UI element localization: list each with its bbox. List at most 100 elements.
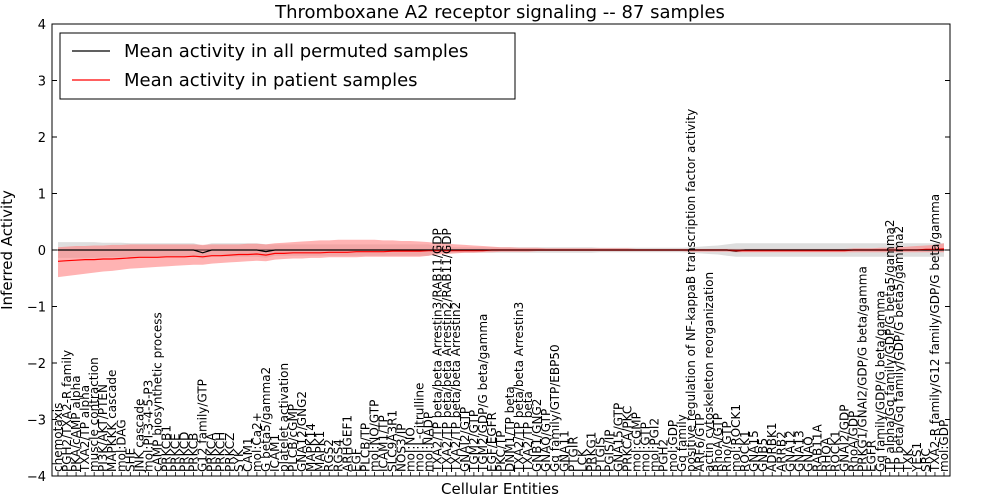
x-tick-label: TXA2/TP beta/beta Arrestin3 [512, 302, 526, 473]
x-tick-label: NOS3/IP [395, 424, 409, 473]
legend: Mean activity in all permuted samples Me… [59, 32, 516, 100]
x-tick-label: PLCB/TP [358, 423, 372, 472]
x-tick-label: CAM1 [241, 437, 255, 472]
x-tick-label: PKC/TP [494, 431, 508, 472]
chart-title: Thromboxane A2 receptor signaling -- 87 … [274, 2, 725, 23]
band-patient [58, 239, 944, 278]
x-tick-label: YES1 [910, 442, 924, 473]
x-tick-label: PRKCZ [223, 433, 237, 472]
x-tick-label: RhoA/GTP [711, 413, 725, 472]
x-tick-label: ARF6/GTP [693, 413, 707, 472]
x-tick-label: GNA15 [747, 430, 761, 472]
x-tick-label: Gq family/GDP/G beta/gamma [874, 290, 888, 472]
x-tick-label: TXA2/TP beta/beta Arrestin2 [449, 302, 463, 473]
x-tick-label: LCK [575, 448, 589, 472]
x-tick-label: mol:cGMP [630, 412, 644, 472]
x-tick-label: PRKCB1 [159, 425, 173, 472]
x-tick-label: PGIS/IP [602, 429, 616, 472]
x-tick-label: mol:NO/GTP [367, 400, 381, 472]
x-tick-label: TXK [901, 447, 915, 473]
x-tick-label: G beta5/gamma2 [259, 367, 273, 472]
y-tick-label: 3 [38, 75, 46, 90]
x-tick-label: chemotaxis [51, 403, 65, 472]
x-tick-label: GNAQ/GTP [539, 409, 553, 472]
x-tick-label: PRKCD [178, 432, 192, 472]
x-tick-label: Gq family/GTP/EBP50 [548, 344, 562, 472]
x-tick-label: RGS2 [322, 439, 336, 472]
x-tick-label: G12 family/GTP [196, 379, 210, 472]
x-tick-label: PGH2/TXA2-R family [60, 350, 74, 472]
x-tick-label: ROCK1 [738, 430, 752, 472]
x-tick-label: mol:NADP [422, 412, 436, 472]
x-tick-label: mol:PI-3-4-5-P3 [141, 380, 155, 472]
x-tick-label: GNA12 [783, 430, 797, 472]
x-tick-label: SLC9A3R1 [386, 410, 400, 472]
x-tick-label: actin cytoskeleton reorganization [702, 272, 716, 472]
x-tick-label: PRKCH [214, 432, 228, 472]
x-tick-label: mol:Ca2+ [250, 412, 264, 472]
x-tick-label: positive regulation of NF-kappaB transcr… [684, 109, 698, 472]
x-tick-label: TP beta/Gq family/GDP/G beta5/gamma2 [892, 226, 906, 473]
y-tick-label: −3 [27, 414, 46, 429]
x-tick-label: TGM2/GTP [467, 410, 481, 473]
x-tick-label: mol:PGI2 [648, 418, 662, 472]
x-tick-label: PRKG1/GNAI2/GDP/G beta/gamma [856, 266, 870, 472]
x-tick-label: mol:L-citrulline [413, 383, 427, 472]
x-tick-label: TP alpha/Gq family/GDP/G beta5/gamma2 [883, 219, 897, 473]
x-tick-label: PRKG1 [584, 432, 598, 472]
x-tick-label: mol:ROCK1 [729, 404, 743, 472]
x-tick-label: PRKCA [205, 432, 219, 472]
x-tick-label: mol:DAG [114, 419, 128, 472]
y-tick-label: −2 [27, 357, 46, 372]
x-tick-label: MAPK14 [304, 423, 318, 472]
x-tick-label: ICAM1/TP [376, 415, 390, 472]
x-tick-label: ADRBK1 [765, 422, 779, 472]
x-tick-label: GNA13 [792, 430, 806, 472]
x-tick-label: cAMP biosynthetic process [150, 312, 164, 472]
x-tick-label: DNM1/TP beta [503, 386, 517, 472]
x-tick-label: TXA2/TP beta [521, 391, 535, 473]
x-tick-label: PKA/cAMP alpha [69, 375, 83, 472]
x-tick-label: ARHGEF1 [340, 415, 354, 472]
x-tick-label: PTGIR [566, 436, 580, 472]
x-tick-label: PRKCE [169, 433, 183, 472]
x-tick-label: EGF [349, 448, 363, 472]
x-tick-label: EGF/EGFR [485, 412, 499, 472]
y-tick-label: −1 [27, 301, 46, 316]
x-tick-label: TXA2/TP beta/beta Arrestin3/RAB11/GDP [431, 228, 445, 473]
x-tick-label: PLCB/cGMP [286, 404, 300, 472]
y-tick-label: −4 [27, 470, 46, 485]
y-axis-ticks: −4 −3 −2 −1 0 1 2 3 4 [27, 18, 950, 485]
x-tick-label: mol:GDP [666, 420, 680, 472]
x-tick-label: mol:NO [404, 427, 418, 472]
x-axis-label: Cellular Entities [441, 480, 559, 498]
x-tick-label: PGH2 [657, 439, 671, 472]
x-tick-label: GNAI2/GTP [458, 407, 472, 472]
x-tick-label: TGM2/GDP/G beta/gamma [476, 314, 490, 473]
x-tick-label: MAPK1 [313, 431, 327, 472]
x-tick-label: EGFR [865, 440, 879, 472]
x-tick-label: Gq family [675, 414, 689, 472]
y-tick-label: 0 [38, 244, 46, 259]
x-tick-label: platelet activation [277, 363, 291, 472]
y-axis-label: Inferred Activity [0, 190, 16, 310]
x-tick-label: PI3K/AKT/PTEN [96, 384, 110, 472]
x-tick-label: mol:GDP [937, 420, 951, 472]
x-tick-label: GNA11 [557, 430, 571, 472]
x-tick-label: SYK [232, 448, 246, 472]
x-tick-label: TXA2/TP beta/beta Arrestin2/RAB11/GDP [440, 228, 454, 473]
x-tick-label: GNB1/GNG2 [530, 399, 544, 472]
x-tick-label: GNA15/GTP [612, 403, 626, 472]
y-tick-label: 1 [38, 188, 46, 203]
x-tick-label: Rho/GTP [720, 421, 734, 472]
x-tick-label: SHE [123, 448, 137, 472]
x-tick-label: RGS4 [331, 439, 345, 472]
x-tick-label: mol:GTP [639, 422, 653, 472]
x-tick-label: SRC [919, 448, 933, 472]
y-tick-label: 2 [38, 131, 46, 146]
x-tick-label: PRKCB [187, 433, 201, 472]
legend-label-permuted: Mean activity in all permuted samples [124, 41, 468, 62]
x-tick-label: GNAI2/GDP [838, 405, 852, 472]
